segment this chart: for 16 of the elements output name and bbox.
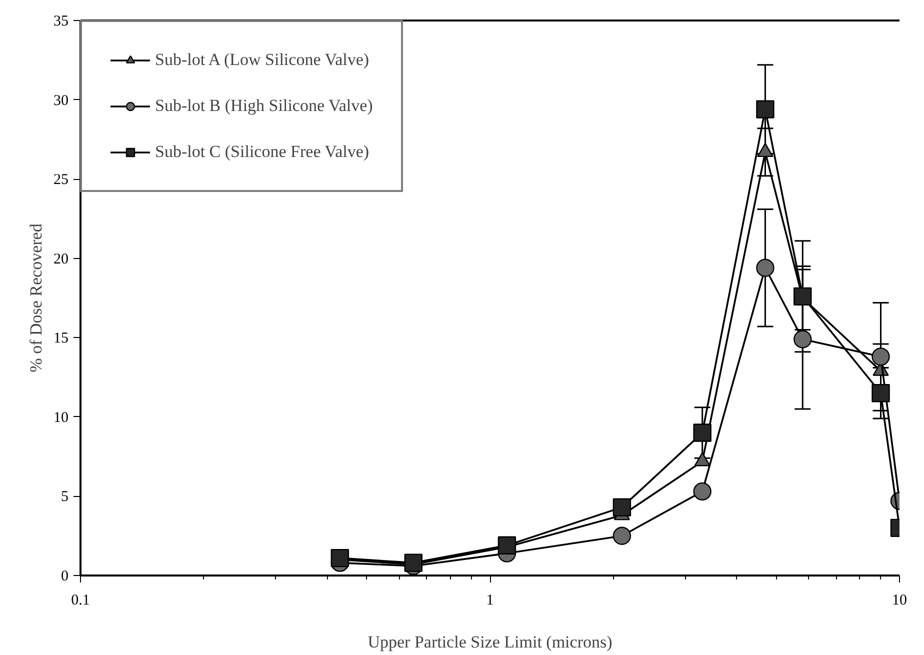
legend-label: Sub-lot A (Low Silicone Valve) [155, 50, 370, 70]
y-tick-label: 30 [54, 92, 68, 109]
x-axis-title: Upper Particle Size Limit (microns) [368, 632, 612, 652]
x-tick-label: 1 [486, 592, 494, 608]
y-axis-title: % of Dose Recovered [26, 223, 46, 372]
y-tick-label: 25 [54, 172, 68, 188]
y-tick-label: 0 [61, 568, 68, 584]
legend-label: Sub-lot C (Silicone Free Valve) [155, 142, 370, 162]
y-tick-label: 20 [54, 251, 68, 268]
y-tick-label: 35 [54, 14, 68, 30]
x-tick-label: 10 [892, 592, 907, 608]
legend-label: Sub-lot B (High Silicone Valve) [155, 96, 373, 116]
x-tick-label: 0.1 [71, 592, 90, 608]
y-tick-label: 15 [54, 330, 68, 347]
y-tick-label: 5 [61, 489, 68, 506]
y-tick-label: 10 [54, 410, 68, 426]
